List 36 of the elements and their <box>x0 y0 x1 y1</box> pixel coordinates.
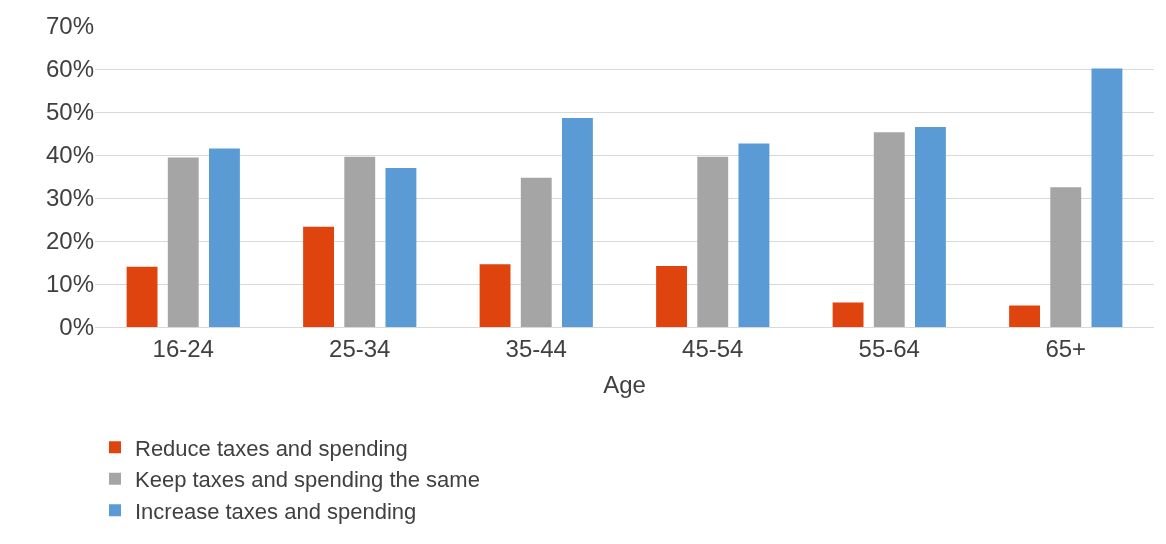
bar <box>738 143 770 327</box>
y-tick-label: 10% <box>45 270 94 298</box>
x-tick-label: 16-24 <box>152 334 214 362</box>
bar <box>697 156 729 327</box>
bar <box>520 177 552 327</box>
bar <box>167 157 199 327</box>
y-tick-label: 0% <box>59 313 94 341</box>
bar <box>656 265 688 327</box>
bar <box>873 132 905 327</box>
x-tick-label: 25-34 <box>329 334 391 362</box>
x-tick-label: 35-44 <box>505 334 567 362</box>
legend-label: Keep taxes and spending the same <box>135 467 480 493</box>
x-tick-label: 65+ <box>1045 334 1087 362</box>
bar <box>1091 68 1123 327</box>
legend-label: Increase taxes and spending <box>135 498 417 524</box>
y-tick-label: 40% <box>45 141 94 169</box>
x-axis-title: Age <box>603 371 646 399</box>
bar <box>303 226 335 327</box>
bar <box>914 127 946 327</box>
x-tick-label: 45-54 <box>682 334 744 362</box>
y-tick-label: 30% <box>45 184 94 212</box>
y-tick-label: 20% <box>45 227 94 255</box>
bar <box>126 266 158 327</box>
bar <box>832 302 864 327</box>
bar <box>1009 305 1041 327</box>
y-tick-label: 70% <box>45 12 94 40</box>
x-tick-label: 55-64 <box>858 334 920 362</box>
y-tick-label: 60% <box>45 55 94 83</box>
bar <box>561 118 593 327</box>
legend-label: Reduce taxes and spending <box>135 435 408 461</box>
bar <box>479 264 511 327</box>
bar <box>344 156 376 327</box>
bar <box>1050 187 1082 327</box>
y-tick-label: 50% <box>45 98 94 126</box>
bar <box>385 167 417 327</box>
bar <box>208 148 240 327</box>
